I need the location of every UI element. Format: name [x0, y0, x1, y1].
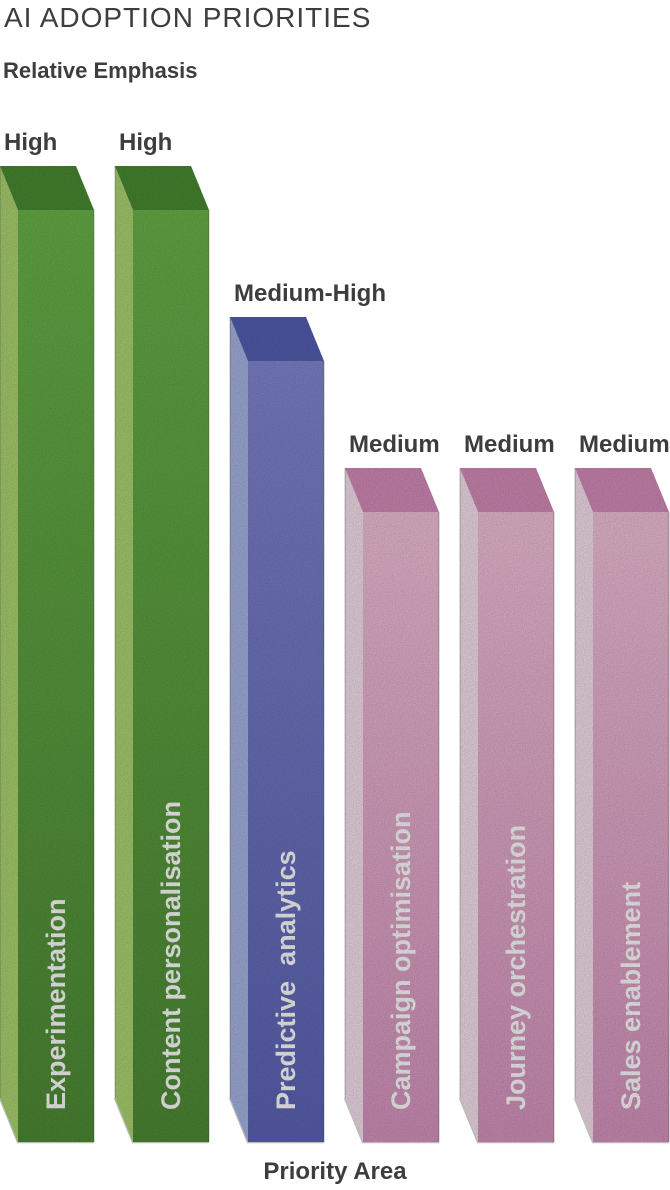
- emphasis-label-medium-high: Medium-High: [234, 280, 386, 307]
- emphasis-label-high: High: [4, 129, 57, 156]
- emphasis-label-medium: Medium: [349, 431, 440, 458]
- emphasis-label-high: High: [119, 129, 172, 156]
- x-axis-label: Priority Area: [263, 1158, 407, 1185]
- y-axis-label: Relative Emphasis: [3, 58, 198, 83]
- emphasis-label-medium: Medium: [579, 431, 670, 458]
- chart-title: AI ADOPTION PRIORITIES: [4, 2, 372, 33]
- emphasis-label-medium: Medium: [464, 431, 555, 458]
